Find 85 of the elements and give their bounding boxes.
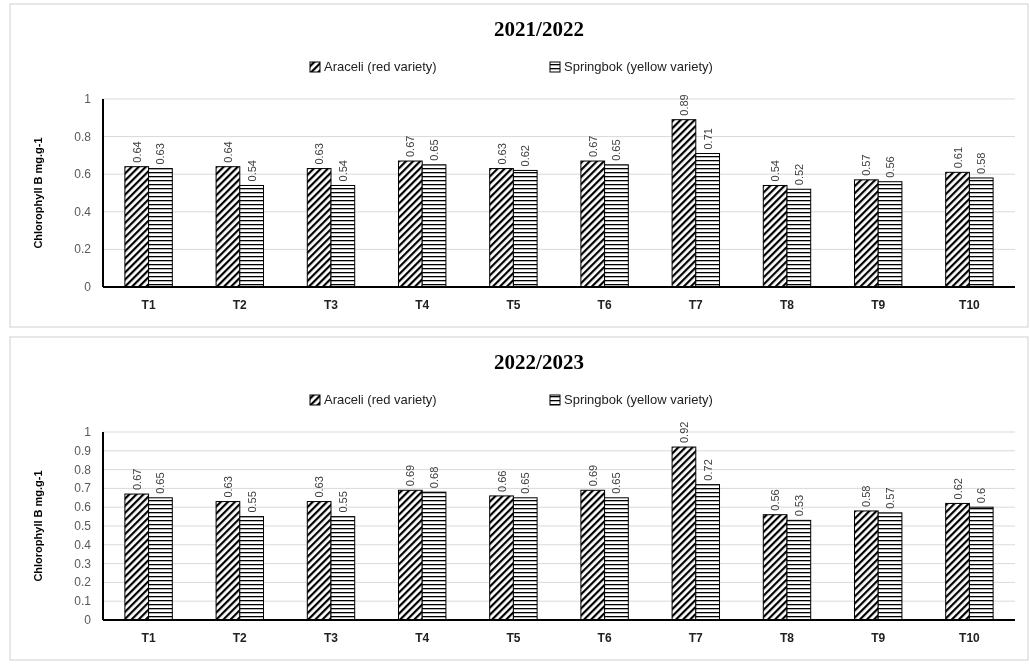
data-label: 0.58 <box>975 152 988 174</box>
y-tick-label: 0.9 <box>74 443 92 458</box>
y-tick-label: 0.6 <box>74 167 92 182</box>
x-tick-label: T1 <box>141 298 156 312</box>
data-label: 0.67 <box>130 468 143 491</box>
data-label: 0.67 <box>586 135 599 158</box>
y-tick-label: 0.3 <box>74 556 92 571</box>
y-axis-title: Chlorophyll B mg.g-1 <box>32 137 44 249</box>
data-label: 0.54 <box>245 160 258 182</box>
x-tick-label: T4 <box>415 298 430 312</box>
data-label: 0.54 <box>336 160 349 182</box>
data-label: 0.53 <box>792 494 805 517</box>
data-label: 0.89 <box>677 94 690 116</box>
data-label: 0.61 <box>951 146 964 169</box>
data-label: 0.58 <box>860 485 873 507</box>
y-tick-label: 0.8 <box>74 462 92 477</box>
data-label: 0.57 <box>884 487 897 509</box>
data-label: 0.55 <box>336 491 349 513</box>
y-tick-label: 0.2 <box>74 242 92 257</box>
x-tick-label: T10 <box>959 631 981 645</box>
data-label: 0.57 <box>860 154 873 176</box>
data-label: 0.63 <box>313 476 326 498</box>
data-label: 0.56 <box>884 156 897 178</box>
x-tick-label: T8 <box>779 631 795 645</box>
data-label: 0.65 <box>610 139 623 161</box>
data-label: 0.71 <box>701 128 714 150</box>
data-label: 0.66 <box>495 470 508 492</box>
x-tick-label: T3 <box>323 298 339 312</box>
y-tick-label: 0.1 <box>74 594 92 609</box>
data-label: 0.64 <box>221 141 234 163</box>
y-tick-label: 0.6 <box>74 500 92 515</box>
x-tick-label: T2 <box>232 298 248 312</box>
x-tick-label: T4 <box>415 631 430 645</box>
data-label: 0.68 <box>428 466 441 489</box>
data-label: 0.63 <box>154 143 167 165</box>
y-tick-label: 0.4 <box>74 204 92 219</box>
legend-label: Springbok (yellow variety) <box>564 59 713 74</box>
x-tick-label: T7 <box>688 298 704 312</box>
data-label: 0.55 <box>245 491 258 513</box>
legend-label: Springbok (yellow variety) <box>564 392 713 407</box>
data-label: 0.65 <box>519 472 532 494</box>
y-tick-label: 0 <box>84 280 92 294</box>
x-tick-label: T10 <box>959 298 981 312</box>
data-label: 0.65 <box>610 472 623 494</box>
data-label: 0.62 <box>951 478 964 500</box>
y-tick-label: 0.4 <box>74 537 92 552</box>
y-tick-label: 0.8 <box>74 129 92 144</box>
y-tick-label: 0.7 <box>74 481 92 496</box>
data-label: 0.65 <box>154 472 167 494</box>
data-label: 0.72 <box>701 459 714 481</box>
x-tick-label: T2 <box>232 631 248 645</box>
data-label: 0.69 <box>586 464 599 487</box>
x-tick-label: T7 <box>688 631 704 645</box>
y-tick-label: 0.5 <box>74 519 92 533</box>
x-tick-label: T9 <box>871 631 886 645</box>
data-label: 0.62 <box>519 145 532 167</box>
chart-title: 2021/2022 <box>494 17 584 41</box>
x-tick-label: T9 <box>871 298 886 312</box>
chart-title: 2022/2023 <box>494 350 584 374</box>
legend-label: Araceli (red variety) <box>324 59 437 74</box>
data-label: 0.67 <box>404 135 417 158</box>
data-label: 0.92 <box>677 421 690 444</box>
y-tick-label: 1 <box>84 425 92 439</box>
data-label: 0.6 <box>975 487 988 504</box>
data-label: 0.64 <box>130 141 143 163</box>
data-label: 0.69 <box>404 464 417 487</box>
y-tick-label: 0 <box>84 613 92 627</box>
data-label: 0.63 <box>495 143 508 165</box>
data-label: 0.63 <box>221 476 234 498</box>
x-tick-label: T5 <box>506 631 521 645</box>
x-tick-label: T8 <box>779 298 795 312</box>
data-label: 0.52 <box>792 163 805 186</box>
legend-label: Araceli (red variety) <box>324 392 437 407</box>
data-label: 0.63 <box>313 143 326 165</box>
data-label: 0.65 <box>428 139 441 161</box>
data-label: 0.54 <box>769 160 782 182</box>
x-tick-label: T1 <box>141 631 156 645</box>
y-axis-title: Chlorophyll B mg.g-1 <box>32 470 44 582</box>
x-tick-label: T6 <box>597 298 612 312</box>
x-tick-label: T5 <box>506 298 521 312</box>
x-tick-label: T3 <box>323 631 339 645</box>
y-tick-label: 0.2 <box>74 575 92 590</box>
x-tick-label: T6 <box>597 631 612 645</box>
y-tick-label: 1 <box>84 92 92 106</box>
data-label: 0.56 <box>769 489 782 511</box>
